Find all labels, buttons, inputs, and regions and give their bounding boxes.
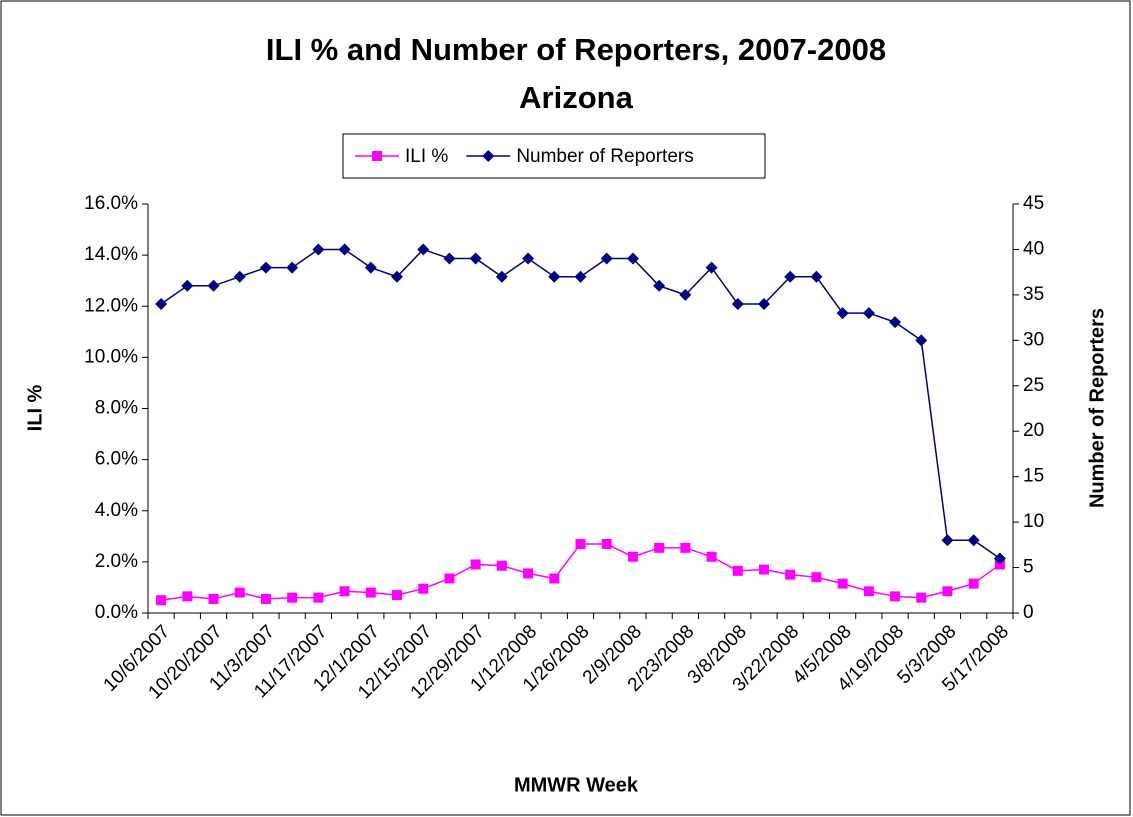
point-marker: [207, 279, 220, 292]
point-marker: [259, 261, 272, 274]
point-marker: [469, 252, 482, 265]
y-tick-label: 6.0%: [95, 449, 138, 470]
point-marker: [653, 279, 666, 292]
point-marker: [758, 564, 769, 575]
point-marker: [522, 252, 535, 265]
y-tick-label: 10.0%: [84, 346, 138, 367]
y-tick-label: 12.0%: [84, 295, 138, 316]
point-marker: [286, 261, 299, 274]
y-tick-label: 16.0%: [84, 193, 138, 214]
point-marker: [916, 592, 927, 603]
y2-tick-label: 20: [1023, 420, 1044, 441]
y2-tick-label: 35: [1023, 284, 1044, 305]
point-marker: [338, 243, 351, 256]
point-marker: [418, 583, 429, 594]
point-marker: [391, 270, 404, 283]
point-marker: [706, 551, 717, 562]
point-marker: [364, 261, 377, 274]
point-marker: [915, 334, 928, 347]
legend-box: [342, 133, 766, 179]
point-marker: [890, 591, 901, 602]
legend-label: ILI %: [405, 146, 448, 167]
point-marker: [993, 552, 1006, 565]
point-marker: [811, 572, 822, 583]
point-marker: [443, 252, 456, 265]
point-marker: [680, 542, 691, 553]
y-tick-label: 8.0%: [95, 398, 138, 419]
point-marker: [837, 578, 848, 589]
point-marker: [339, 586, 350, 597]
point-marker: [785, 569, 796, 580]
point-marker: [156, 595, 167, 606]
point-marker: [233, 270, 246, 283]
point-marker: [601, 538, 612, 549]
y2-axis-title: Number of Reporters: [1086, 308, 1108, 508]
series: [155, 243, 1006, 565]
point-marker: [208, 593, 219, 604]
point-marker: [496, 560, 507, 571]
y2-tick-label: 15: [1023, 466, 1044, 487]
point-marker: [392, 590, 403, 601]
y2-tick-label: 25: [1023, 375, 1044, 396]
point-marker: [810, 270, 823, 283]
point-marker: [784, 270, 797, 283]
point-marker: [417, 243, 430, 256]
series: [156, 538, 1005, 606]
point-marker: [549, 573, 560, 584]
legend: ILI % Number of Reporters: [342, 133, 766, 179]
point-marker: [705, 261, 718, 274]
point-marker: [574, 270, 587, 283]
point-marker: [627, 551, 638, 562]
point-marker: [495, 270, 508, 283]
y-tick-label: 2.0%: [95, 551, 138, 572]
point-marker: [863, 586, 874, 597]
legend-label: Number of Reporters: [516, 146, 693, 167]
point-marker: [575, 538, 586, 549]
chart-title: ILI % and Number of Reporters, 2007-2008: [266, 32, 886, 67]
point-marker: [862, 307, 875, 320]
y-tick-label: 4.0%: [95, 500, 138, 521]
point-marker: [155, 297, 168, 310]
point-marker: [482, 150, 495, 162]
y2-tick-label: 10: [1023, 511, 1044, 532]
point-marker: [731, 297, 744, 310]
y-axis-title: ILI %: [24, 384, 46, 431]
point-marker: [523, 568, 534, 579]
point-marker: [889, 316, 902, 329]
point-marker: [600, 252, 613, 265]
point-marker: [679, 288, 692, 301]
y2-tick-label: 0: [1023, 602, 1034, 623]
point-marker: [365, 587, 376, 598]
point-marker: [312, 243, 325, 256]
point-marker: [626, 252, 639, 265]
point-marker: [470, 559, 481, 570]
point-marker: [968, 578, 979, 589]
point-marker: [181, 279, 194, 292]
point-marker: [836, 307, 849, 320]
point-marker: [654, 542, 665, 553]
point-marker: [260, 593, 271, 604]
chart-subtitle: Arizona: [519, 80, 633, 115]
y-tick-label: 14.0%: [84, 244, 138, 265]
y2-tick-label: 5: [1023, 557, 1034, 578]
point-marker: [548, 270, 561, 283]
point-marker: [941, 534, 954, 547]
point-marker: [313, 592, 324, 603]
point-marker: [287, 592, 298, 603]
point-marker: [942, 586, 953, 597]
point-marker: [372, 151, 382, 161]
point-marker: [967, 534, 980, 547]
y2-tick-label: 40: [1023, 238, 1044, 259]
y-tick-label: 0.0%: [95, 602, 138, 623]
point-marker: [182, 591, 193, 602]
x-axis-title: MMWR Week: [514, 774, 639, 796]
y2-tick-label: 45: [1023, 193, 1044, 214]
point-marker: [732, 565, 743, 576]
point-marker: [444, 573, 455, 584]
point-marker: [757, 297, 770, 310]
y2-tick-label: 30: [1023, 329, 1044, 350]
point-marker: [234, 587, 245, 598]
